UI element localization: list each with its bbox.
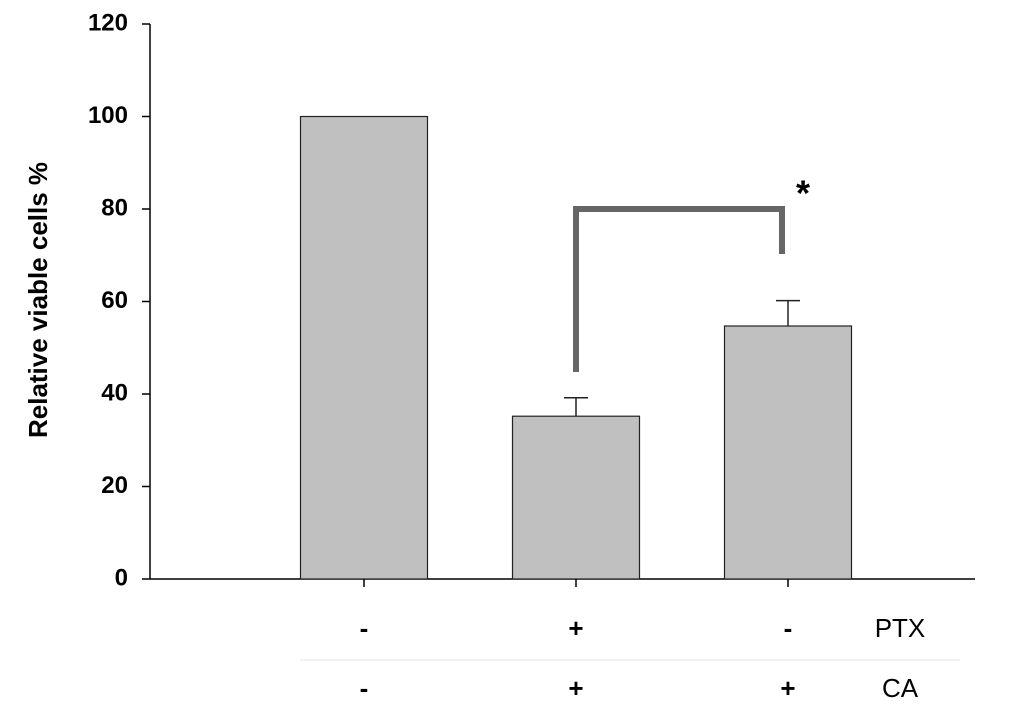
y-axis-label: Relative viable cells % <box>23 162 53 438</box>
y-tick-label: 60 <box>101 287 128 314</box>
condition-sign: + <box>568 673 583 703</box>
bar <box>299 115 429 580</box>
y-tick-label: 0 <box>115 564 128 591</box>
significance-mark: * <box>796 173 810 214</box>
condition-name: PTX <box>875 613 926 643</box>
y-tick-label: 20 <box>101 472 128 499</box>
y-tick-label: 80 <box>101 194 128 221</box>
condition-sign: + <box>780 673 795 703</box>
condition-sign: - <box>360 613 369 643</box>
bar <box>511 415 641 580</box>
condition-name: CA <box>882 673 919 703</box>
condition-sign: - <box>360 673 369 703</box>
y-tick-label: 40 <box>101 379 128 406</box>
condition-sign: - <box>784 613 793 643</box>
error-bar <box>776 299 800 327</box>
y-tick-label: 100 <box>88 102 128 129</box>
condition-sign: + <box>568 613 583 643</box>
error-bar <box>564 396 588 417</box>
significance-bracket <box>573 206 785 372</box>
y-tick-label: 120 <box>88 9 128 36</box>
bar <box>723 325 853 580</box>
